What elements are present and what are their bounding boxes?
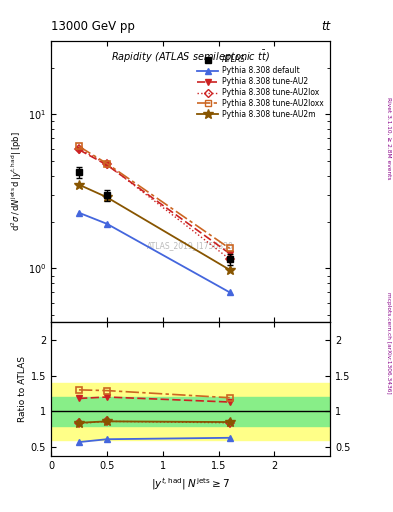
Bar xyxy=(51,397,330,425)
X-axis label: $|y^{t,\mathrm{had}}|\;N^\mathrm{jets}\geq 7$: $|y^{t,\mathrm{had}}|\;N^\mathrm{jets}\g… xyxy=(151,476,230,492)
Y-axis label: Ratio to ATLAS: Ratio to ATLAS xyxy=(18,356,27,422)
Bar xyxy=(51,382,330,440)
Text: Rapidity (ATLAS semileptonic $t\bar{t}$): Rapidity (ATLAS semileptonic $t\bar{t}$) xyxy=(111,49,270,66)
Y-axis label: $\mathrm{d}^2\sigma\,/\,\mathrm{d}N^\mathrm{jets}\,\mathrm{d}\,|y^{t,\mathrm{had: $\mathrm{d}^2\sigma\,/\,\mathrm{d}N^\mat… xyxy=(9,132,24,231)
Text: Rivet 3.1.10, ≥ 2.8M events: Rivet 3.1.10, ≥ 2.8M events xyxy=(386,97,391,180)
Text: tt: tt xyxy=(321,19,330,33)
Text: 13000 GeV pp: 13000 GeV pp xyxy=(51,19,135,33)
Text: mcplots.cern.ch [arXiv:1306.3436]: mcplots.cern.ch [arXiv:1306.3436] xyxy=(386,292,391,394)
Legend: ATLAS, Pythia 8.308 default, Pythia 8.308 tune-AU2, Pythia 8.308 tune-AU2lox, Py: ATLAS, Pythia 8.308 default, Pythia 8.30… xyxy=(195,53,326,121)
Text: ATLAS_2019_I1750330: ATLAS_2019_I1750330 xyxy=(147,242,234,250)
